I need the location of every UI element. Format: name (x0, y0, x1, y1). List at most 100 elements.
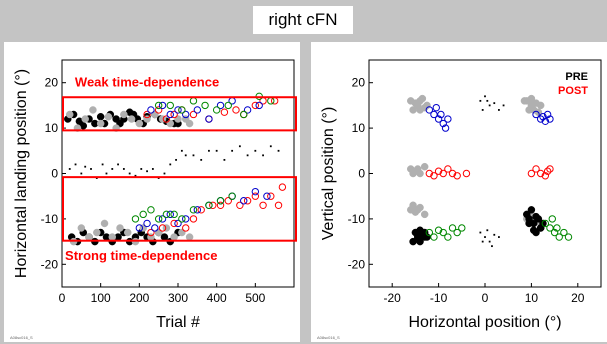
data-point (246, 154, 249, 157)
data-point (527, 169, 536, 178)
data-point (170, 210, 178, 219)
x-tick-label: 300 (168, 291, 188, 305)
data-point (160, 233, 169, 241)
data-point (527, 206, 536, 214)
data-point (223, 158, 226, 161)
data-point (243, 197, 252, 205)
data-point (434, 167, 443, 175)
data-point (546, 115, 554, 123)
data-point (215, 149, 218, 152)
data-point (269, 145, 272, 148)
data-point (413, 206, 422, 214)
data-point (189, 215, 198, 223)
data-point (143, 219, 151, 228)
data-point (484, 95, 486, 98)
x-tick-label: 20 (571, 291, 585, 305)
data-point (127, 115, 136, 123)
data-point (216, 101, 225, 110)
data-point (174, 106, 182, 114)
data-point (251, 187, 260, 196)
data-point (453, 228, 461, 237)
data-point (251, 101, 260, 110)
data-point (220, 108, 229, 116)
data-point (120, 110, 128, 119)
data-point (135, 224, 144, 232)
data-point (553, 224, 561, 232)
data-point (216, 201, 225, 209)
data-point (532, 165, 540, 173)
data-point (263, 192, 271, 200)
data-point (536, 115, 545, 123)
data-point (267, 97, 275, 105)
data-point (170, 233, 178, 241)
data-point (430, 233, 438, 241)
data-point (169, 163, 172, 166)
data-point (158, 215, 167, 223)
data-point (430, 172, 438, 180)
data-point (453, 172, 461, 180)
data-point (140, 168, 143, 170)
data-point (178, 228, 186, 237)
data-point (216, 197, 225, 205)
weak-highlight-box (62, 96, 297, 132)
data-point (174, 219, 182, 228)
data-point (85, 233, 93, 241)
data-point (166, 119, 175, 128)
weak-annotation: Weak time-dependence (75, 74, 219, 89)
data-point (462, 169, 471, 178)
data-point (444, 165, 452, 173)
data-point (525, 219, 533, 228)
data-point (200, 158, 203, 161)
data-point (564, 233, 573, 241)
data-point (413, 165, 422, 173)
y-tick-label: 0 (358, 167, 365, 181)
data-point (425, 106, 434, 114)
data-point (527, 94, 536, 103)
data-point (96, 119, 105, 128)
data-point (543, 110, 552, 119)
data-point (238, 145, 241, 148)
data-point (481, 240, 484, 243)
data-point (224, 101, 232, 110)
data-point (493, 233, 496, 236)
left-chart-svg: 0 100 200 300 400 500 -20 -10 0 10 20 Trial # Horizo… (10, 59, 297, 340)
y-tick-label: 10 (352, 121, 366, 135)
data-point (274, 201, 283, 209)
data-point (498, 236, 500, 238)
data-point (154, 228, 163, 237)
legend-pre: PRE (565, 71, 588, 83)
data-point (162, 210, 171, 219)
data-point (409, 169, 417, 178)
data-point (560, 228, 568, 237)
data-point (520, 97, 529, 105)
data-point (166, 110, 174, 119)
data-point (420, 210, 429, 219)
data-point (147, 206, 155, 214)
data-point (532, 110, 540, 119)
data-point (425, 228, 434, 237)
data-point (111, 168, 114, 170)
data-point (163, 172, 166, 175)
data-point (539, 113, 547, 121)
data-point (236, 201, 244, 209)
data-point (178, 106, 186, 114)
data-point (536, 169, 545, 178)
data-point (536, 224, 545, 232)
x-axis-label: Trial # (156, 314, 200, 331)
right-chart-panel: -20 -10 0 10 20 -20 -10 0 10 20 Horizontal positio… (311, 42, 607, 342)
data-point (212, 106, 221, 114)
data-point (154, 101, 163, 110)
x-tick-label: 500 (245, 291, 265, 305)
data-point (458, 224, 466, 232)
data-point (541, 219, 550, 228)
left-chart-panel: 0 100 200 300 400 500 -20 -10 0 10 20 Trial # Horizo… (4, 42, 300, 342)
data-point (425, 169, 434, 178)
data-point (488, 240, 491, 243)
data-point (93, 228, 101, 237)
data-point (116, 224, 124, 232)
x-tick-label: 0 (59, 291, 66, 305)
figure-title: right cFN (253, 6, 353, 34)
data-point (151, 110, 159, 119)
data-point (192, 154, 195, 157)
data-point (437, 110, 445, 119)
